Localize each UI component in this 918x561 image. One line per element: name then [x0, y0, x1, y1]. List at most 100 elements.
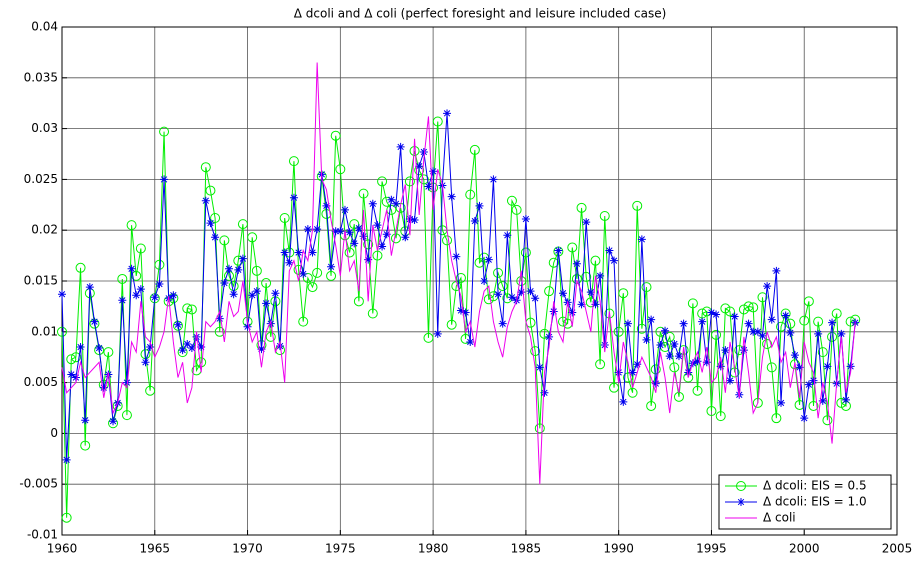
y-tick-label: 0.04 — [31, 20, 58, 34]
point-marker — [344, 247, 355, 258]
point-marker — [182, 303, 193, 314]
point-marker — [136, 285, 145, 294]
point-marker — [715, 411, 726, 422]
point-marker — [340, 205, 349, 214]
x-tick-label: 1960 — [47, 542, 78, 556]
point-marker — [345, 228, 354, 237]
point-marker — [736, 481, 746, 491]
point-marker — [154, 259, 165, 270]
point-marker — [456, 306, 465, 315]
x-tick-label: 1980 — [418, 542, 449, 556]
point-marker — [150, 293, 159, 302]
point-marker — [251, 265, 262, 276]
point-marker — [827, 331, 838, 342]
point-marker — [837, 329, 846, 338]
point-marker — [382, 230, 391, 239]
point-marker — [484, 255, 493, 264]
point-marker — [590, 255, 601, 266]
point-marker — [521, 215, 530, 224]
point-marker — [424, 182, 433, 191]
point-marker — [330, 130, 341, 141]
point-marker — [692, 385, 703, 396]
point-marker — [544, 286, 555, 297]
point-marker — [730, 312, 739, 321]
point-marker — [262, 299, 271, 308]
point-marker — [126, 220, 137, 231]
point-marker — [475, 201, 484, 210]
point-marker — [777, 398, 786, 407]
series-line — [61, 113, 856, 460]
point-marker — [127, 264, 136, 273]
point-marker — [452, 252, 461, 261]
point-marker — [670, 339, 679, 348]
legend-label: Δ dcoli: EIS = 0.5 — [763, 479, 867, 493]
y-tick-label: 0.005 — [24, 375, 58, 389]
point-marker — [354, 224, 363, 233]
point-marker — [828, 318, 837, 327]
point-marker — [744, 319, 753, 328]
y-tick-label: -0.005 — [19, 477, 58, 491]
point-marker — [493, 267, 504, 278]
point-marker — [684, 368, 693, 377]
point-marker — [661, 326, 670, 335]
point-marker — [247, 232, 258, 243]
point-marker — [664, 331, 675, 342]
x-tick-label: 1970 — [232, 542, 263, 556]
point-marker — [799, 315, 810, 326]
point-marker — [303, 225, 312, 234]
point-marker — [707, 308, 716, 317]
legend-label: Δ coli — [763, 511, 796, 525]
point-marker — [432, 116, 443, 127]
point-marker — [57, 326, 67, 337]
point-marker — [349, 219, 360, 230]
y-tick-label: 0.02 — [31, 223, 58, 237]
point-marker — [726, 376, 734, 385]
point-marker — [336, 227, 345, 236]
point-marker — [404, 176, 415, 187]
point-marker — [511, 204, 522, 215]
x-tick-label: 2005 — [882, 542, 913, 556]
point-marker — [358, 188, 369, 199]
point-marker — [392, 199, 400, 208]
point-marker — [494, 290, 503, 299]
point-marker — [817, 347, 828, 358]
point-marker — [279, 213, 290, 224]
point-marker — [387, 195, 396, 204]
point-marker — [604, 308, 615, 319]
point-marker — [627, 387, 638, 398]
y-tick-label: 0.03 — [31, 121, 58, 135]
point-marker — [243, 322, 252, 331]
point-marker — [795, 363, 804, 372]
point-marker — [572, 259, 581, 268]
point-marker — [418, 174, 429, 185]
point-marker — [335, 164, 346, 175]
point-marker — [214, 326, 225, 337]
y-tick-label: 0.015 — [24, 274, 58, 288]
point-marker — [470, 217, 479, 226]
point-marker — [517, 288, 526, 297]
point-marker — [145, 385, 156, 396]
point-marker — [201, 196, 210, 205]
point-marker — [687, 298, 698, 309]
y-tick-label: -0.01 — [27, 528, 58, 542]
point-marker — [739, 346, 748, 355]
point-marker — [698, 317, 707, 326]
point-marker — [109, 417, 118, 426]
point-marker — [469, 144, 480, 155]
point-marker — [391, 233, 401, 244]
point-marker — [568, 308, 577, 317]
point-marker — [219, 235, 230, 246]
point-marker — [446, 319, 457, 330]
point-marker — [364, 255, 373, 264]
point-marker — [813, 316, 824, 327]
point-marker — [614, 368, 623, 377]
point-marker — [326, 270, 337, 281]
point-marker — [794, 399, 805, 410]
point-marker — [814, 329, 823, 338]
point-marker — [81, 416, 90, 425]
point-marker — [121, 410, 132, 421]
x-tick-label: 1990 — [603, 542, 634, 556]
point-marker — [809, 376, 818, 385]
point-marker — [80, 440, 91, 451]
